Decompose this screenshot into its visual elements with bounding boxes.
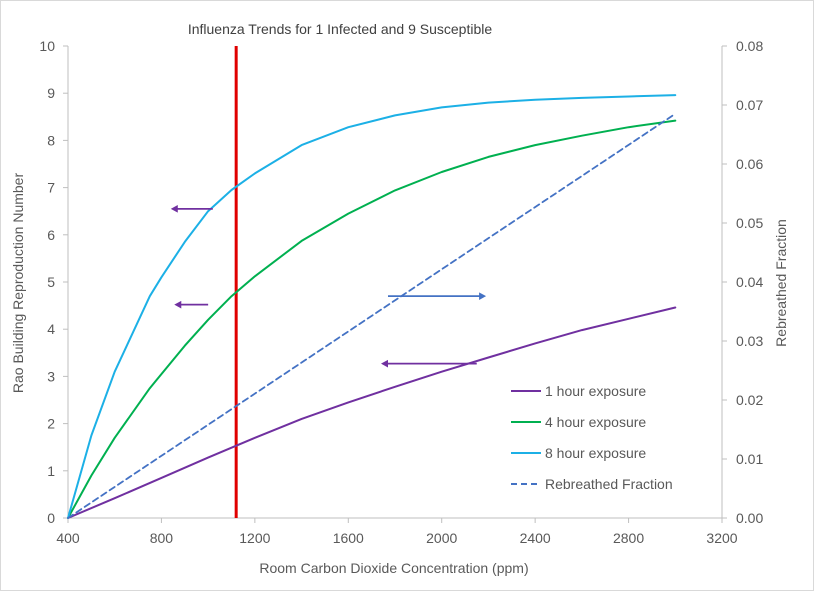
legend: 1 hour exposure 4 hour exposure 8 hour exp… [511, 383, 673, 492]
legend-label: 4 hour exposure [545, 414, 646, 430]
x-tick-label: 2400 [520, 530, 551, 546]
chart-title: Influenza Trends for 1 Infected and 9 Su… [188, 21, 493, 37]
y-tick-label: 1 [47, 463, 55, 479]
y2-tick-label: 0.02 [736, 392, 763, 408]
y-tick-label: 5 [47, 274, 55, 290]
y-tick-label: 3 [47, 368, 55, 384]
annotation-arrow-3 [380, 359, 477, 368]
legend-item-3: 8 hour exposure [511, 445, 646, 461]
series-layer [67, 94, 677, 519]
x-tick-label: 3200 [706, 530, 737, 546]
x-tick-label: 2800 [613, 530, 644, 546]
annotation-arrow-1 [170, 205, 213, 213]
series-line-1 [67, 306, 677, 519]
series-line-3 [67, 94, 677, 519]
arrow-head [170, 205, 178, 213]
x-tick-label: 2000 [426, 530, 457, 546]
legend-label: Rebreathed Fraction [545, 476, 673, 492]
y-axis-title: Rao Building Reproduction Number [10, 173, 26, 394]
y-tick-label: 6 [47, 227, 55, 243]
arrow-head [380, 359, 388, 368]
legend-item-2: 4 hour exposure [511, 414, 646, 430]
x-axis-title: Room Carbon Dioxide Concentration (ppm) [259, 560, 528, 576]
y2-tick-label: 0.04 [736, 274, 763, 290]
legend-item-4: Rebreathed Fraction [511, 476, 673, 492]
series-line-2 [67, 119, 677, 519]
y-tick-label: 8 [47, 132, 55, 148]
y2-tick-label: 0.07 [736, 97, 763, 113]
axes-layer [63, 45, 727, 523]
annotations-layer [170, 205, 487, 368]
y2-tick-label: 0.03 [736, 333, 763, 349]
annotation-arrow-2 [174, 300, 209, 309]
legend-item-1: 1 hour exposure [511, 383, 646, 399]
y2-tick-label: 0.00 [736, 510, 763, 526]
y-tick-label: 4 [47, 321, 55, 337]
arrow-head [174, 300, 182, 309]
legend-label: 1 hour exposure [545, 383, 646, 399]
y-tick-label: 9 [47, 85, 55, 101]
x-tick-label: 800 [150, 530, 174, 546]
legend-label: 8 hour exposure [545, 445, 646, 461]
x-tick-label: 1600 [333, 530, 364, 546]
annotation-arrow-4 [387, 292, 487, 300]
y2-tick-label: 0.08 [736, 38, 763, 54]
text-layer: Influenza Trends for 1 Infected and 9 Su… [10, 21, 789, 576]
series-line-4 [67, 112, 677, 519]
y2-tick-label: 0.01 [736, 451, 763, 467]
x-tick-label: 400 [56, 530, 80, 546]
y2-tick-label: 0.05 [736, 215, 763, 231]
y2-tick-label: 0.06 [736, 156, 763, 172]
y-tick-label: 7 [47, 180, 55, 196]
y-tick-label: 10 [39, 38, 55, 54]
x-tick-label: 1200 [239, 530, 270, 546]
arrow-head [479, 292, 487, 300]
y-tick-label: 2 [47, 416, 55, 432]
y-tick-label: 0 [47, 510, 55, 526]
y2-axis-title: Rebreathed Fraction [773, 219, 789, 347]
